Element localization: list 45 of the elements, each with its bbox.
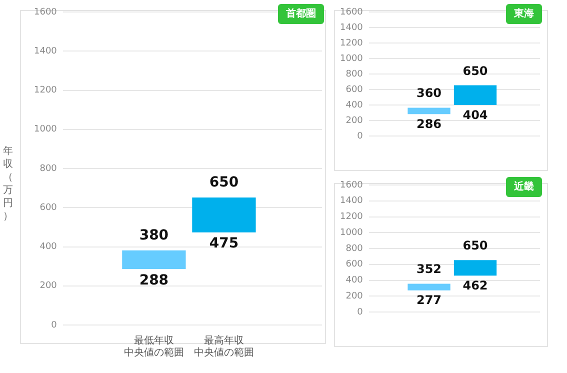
x-tick-label: 最高年収中央値の範囲 bbox=[194, 334, 254, 359]
y-tick-label: 800 bbox=[346, 69, 364, 80]
x-tick-label: 最低年収中央値の範囲 bbox=[124, 334, 184, 359]
annotation: 352 bbox=[416, 262, 442, 276]
y-tick-label: 1400 bbox=[34, 46, 58, 56]
y-tick-label: 1400 bbox=[340, 22, 364, 33]
y-tick-label: 1000 bbox=[340, 54, 364, 64]
annotation: 360 bbox=[416, 86, 442, 100]
annotation: 650 bbox=[462, 238, 488, 253]
y-axis-title: 年収（万円） bbox=[2, 145, 14, 223]
y-tick-label: 200 bbox=[346, 116, 364, 126]
chart-title: 首都圏 bbox=[285, 8, 316, 20]
y-tick-label: 600 bbox=[346, 84, 364, 95]
y-tick-label: 1000 bbox=[34, 124, 58, 135]
y-tick-label: 1600 bbox=[340, 180, 364, 190]
annotation: 650 bbox=[209, 174, 239, 190]
annotation: 650 bbox=[462, 64, 488, 78]
annotation: 277 bbox=[416, 293, 442, 308]
y-tick-label: 1200 bbox=[34, 86, 58, 96]
chart-title: 東海 bbox=[513, 8, 534, 20]
y-tick-label: 1600 bbox=[340, 7, 364, 18]
y-tick-label: 800 bbox=[40, 164, 58, 174]
y-tick-label: 1600 bbox=[34, 7, 58, 18]
y-tick-label: 1200 bbox=[340, 38, 364, 48]
y-tick-label: 200 bbox=[346, 291, 364, 302]
y-tick-label: 400 bbox=[346, 100, 364, 110]
y-tick-label: 200 bbox=[40, 281, 58, 292]
y-tick-label: 400 bbox=[346, 276, 364, 286]
y-tick-label: 600 bbox=[40, 202, 58, 213]
y-tick-label: 0 bbox=[51, 320, 58, 330]
annotation: 462 bbox=[462, 278, 488, 292]
y-tick-label: 800 bbox=[346, 244, 364, 254]
y-tick-label: 600 bbox=[346, 260, 364, 270]
chart-title: 近畿 bbox=[513, 180, 534, 193]
y-tick-label: 1000 bbox=[340, 228, 364, 238]
annotation: 286 bbox=[416, 116, 442, 131]
y-tick-label: 0 bbox=[357, 131, 364, 142]
annotation: 288 bbox=[139, 272, 169, 288]
y-tick-label: 0 bbox=[357, 307, 364, 318]
annotation: 475 bbox=[209, 236, 239, 252]
annotation: 380 bbox=[139, 227, 169, 244]
y-tick-label: 1400 bbox=[340, 196, 364, 206]
annotation: 404 bbox=[462, 108, 488, 122]
y-tick-label: 400 bbox=[40, 242, 58, 252]
y-tick-label: 1200 bbox=[340, 212, 364, 222]
